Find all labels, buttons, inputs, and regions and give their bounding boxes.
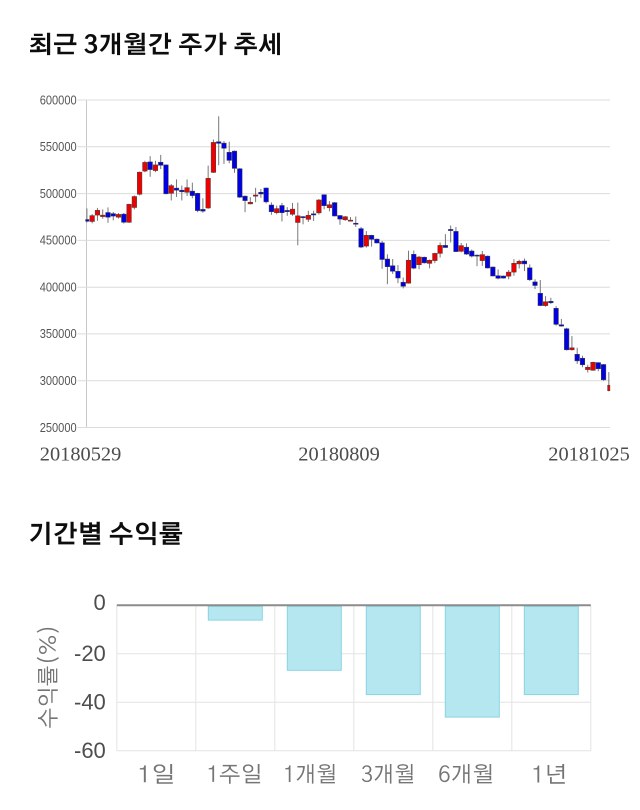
svg-text:300000: 300000	[40, 374, 77, 388]
svg-text:-60: -60	[74, 738, 106, 763]
svg-text:600000: 600000	[40, 93, 77, 107]
svg-text:-20: -20	[74, 641, 106, 666]
svg-text:20181025: 20181025	[548, 443, 630, 465]
svg-text:450000: 450000	[40, 234, 77, 248]
svg-text:400000: 400000	[40, 281, 77, 295]
svg-text:250000: 250000	[40, 421, 77, 435]
svg-text:20180529: 20180529	[40, 443, 122, 465]
svg-text:550000: 550000	[40, 140, 77, 154]
svg-text:20180809: 20180809	[298, 443, 380, 465]
svg-text:-40: -40	[74, 690, 106, 715]
svg-text:350000: 350000	[40, 327, 77, 341]
svg-text:0: 0	[94, 590, 106, 615]
svg-text:500000: 500000	[40, 187, 77, 201]
